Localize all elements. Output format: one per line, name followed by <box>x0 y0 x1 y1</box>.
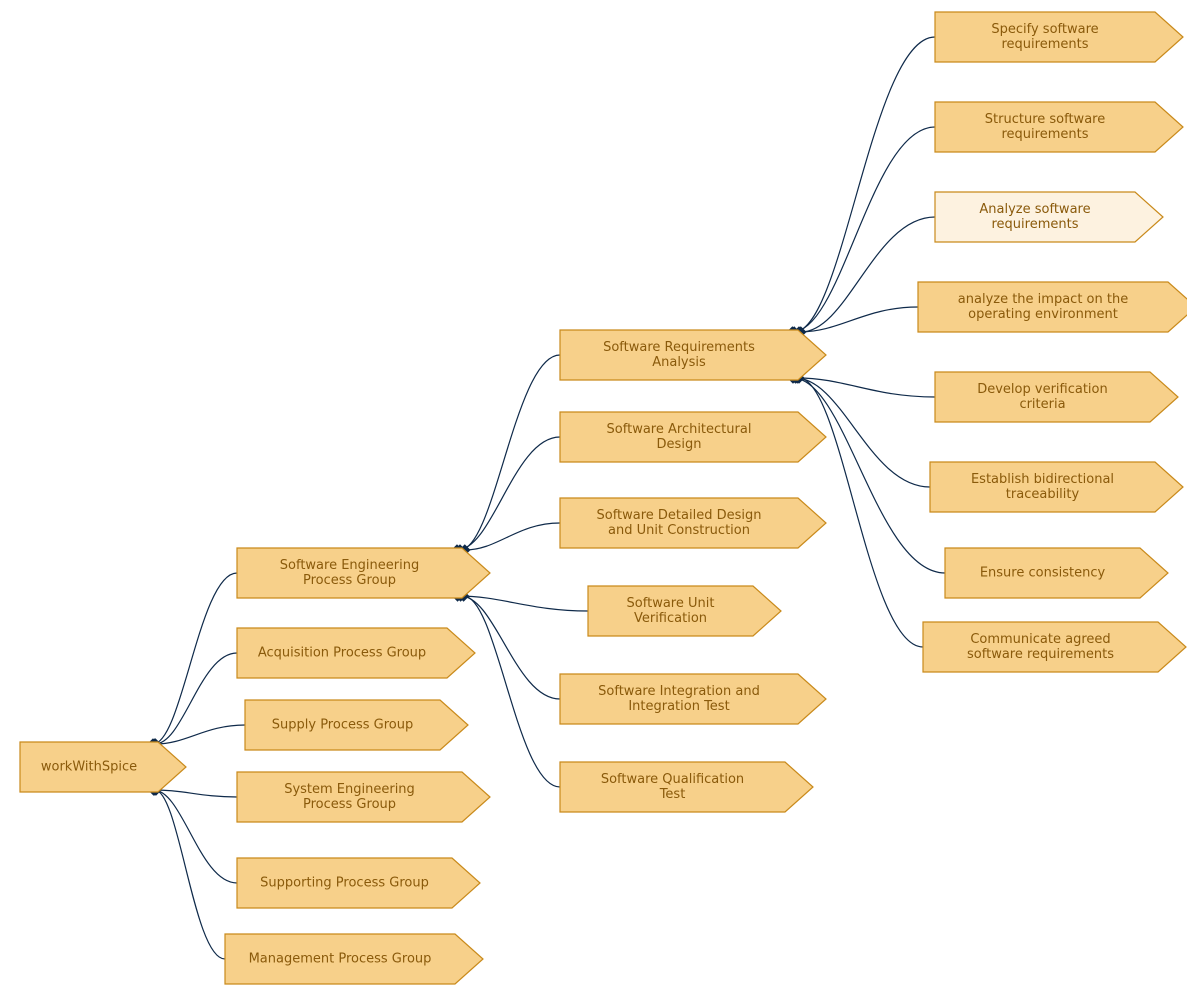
node-label-impact-1: operating environment <box>968 307 1118 322</box>
edge-root-supp <box>154 790 237 883</box>
node-label-seg-1: Process Group <box>303 573 396 588</box>
node-label-syseng-1: Process Group <box>303 797 396 812</box>
node-label-spec-1: requirements <box>1002 37 1089 52</box>
node-label-suv-0: Software Unit <box>627 596 715 611</box>
spice-tree-diagram: workWithSpiceSoftware EngineeringProcess… <box>0 0 1187 986</box>
node-label-syseng-0: System Engineering <box>284 782 415 797</box>
node-label-consist-0: Ensure consistency <box>980 566 1106 581</box>
edge-root-syseng <box>156 790 237 797</box>
node-label-supp-0: Supporting Process Group <box>260 876 429 891</box>
node-label-sdd-0: Software Detailed Design <box>596 508 761 523</box>
node-label-impact-0: analyze the impact on the <box>958 292 1128 307</box>
node-label-trace-0: Establish bidirectional <box>971 472 1114 487</box>
edge-seg-sra <box>460 355 560 550</box>
node-label-sra-1: Analysis <box>652 355 706 370</box>
node-label-sra-0: Software Requirements <box>603 340 755 355</box>
node-label-verif-1: criteria <box>1019 397 1065 412</box>
node-label-sad-0: Software Architectural <box>607 422 752 437</box>
node-label-sdd-1: and Unit Construction <box>608 523 750 538</box>
node-label-struct-0: Structure software <box>985 112 1105 127</box>
edge-seg-siit <box>461 596 560 699</box>
edge-sra-spec <box>794 37 935 332</box>
nodes-layer: workWithSpiceSoftware EngineeringProcess… <box>20 12 1187 984</box>
node-label-analyze-0: Analyze software <box>979 202 1090 217</box>
node-label-verif-0: Develop verification <box>977 382 1108 397</box>
node-label-sqt-1: Test <box>659 787 686 802</box>
node-label-trace-1: traceability <box>1006 487 1080 502</box>
node-label-suv-1: Verification <box>634 611 707 626</box>
node-label-siit-1: Integration Test <box>628 699 729 714</box>
edge-seg-sad <box>457 437 560 550</box>
node-label-root-0: workWithSpice <box>41 760 137 775</box>
node-label-comm-0: Communicate agreed <box>970 632 1110 647</box>
node-label-spec-0: Specify software <box>991 22 1098 37</box>
node-label-seg-0: Software Engineering <box>280 558 419 573</box>
node-label-sad-1: Design <box>657 437 702 452</box>
node-label-mgmt-0: Management Process Group <box>249 952 432 967</box>
node-label-analyze-1: requirements <box>992 217 1079 232</box>
node-label-struct-1: requirements <box>1002 127 1089 142</box>
node-label-acq-0: Acquisition Process Group <box>258 646 426 661</box>
node-label-sup-0: Supply Process Group <box>272 718 413 733</box>
node-label-siit-0: Software Integration and <box>598 684 760 699</box>
node-label-comm-1: software requirements <box>967 647 1114 662</box>
edge-root-mgmt <box>155 790 225 959</box>
node-label-sqt-0: Software Qualification <box>601 772 744 787</box>
edge-sra-comm <box>799 378 923 647</box>
edge-seg-sqt <box>464 596 560 787</box>
edge-sra-struct <box>792 127 935 332</box>
edge-root-seg <box>153 573 237 744</box>
node-sqt <box>560 762 813 812</box>
edge-sra-consist <box>793 378 945 573</box>
